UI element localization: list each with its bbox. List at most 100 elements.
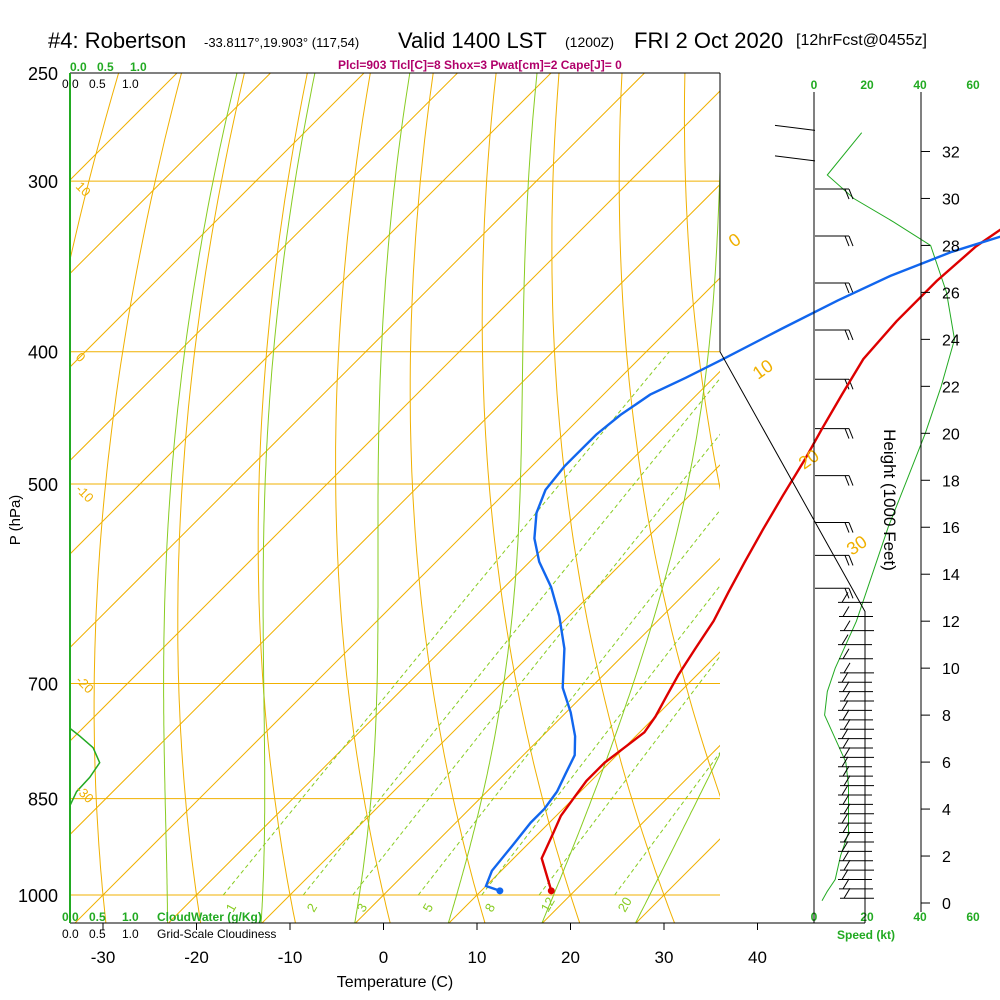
mixing-ratio-line [352,433,720,896]
temperature-tick-label: 10 [468,948,487,967]
height-tick-label: 12 [942,614,960,631]
temperature-tick-label: 20 [561,948,580,967]
wind-barb [838,634,872,646]
cloudwater-top-tick: 1.0 [130,60,147,74]
speed-bottom-tick: 40 [913,910,927,924]
height-tick-label: 20 [942,426,960,443]
speed-top-tick: 40 [913,78,927,92]
height-tick-label: 22 [942,379,960,396]
wind-barb [839,765,873,777]
wind-barb [840,747,874,758]
wind-barb-flag [842,648,850,660]
wind-barb-flag [843,747,851,758]
height-tick-label: 32 [942,144,960,161]
cloudiness-top-tick: 0.5 [89,77,106,91]
wind-barb-flag [848,475,854,486]
cloudiness-bottom-tick: 1.0 [122,927,139,941]
wind-barb [840,662,874,674]
isotherm-line [70,73,272,275]
wind-barb-flag [843,662,851,674]
mixing-ratio-label: 2 [304,901,321,915]
wind-barb [840,888,874,899]
wind-barb [815,475,854,486]
moist-adiabat-line [163,73,238,923]
isotherm-line [448,651,720,923]
moist-adiabat-line [260,73,316,923]
mixing-ratio-label: 5 [420,901,437,915]
isotherm-label: -10 [73,482,97,506]
isotherm-line [70,73,459,462]
dry-adiabat-line [335,73,391,923]
wind-barb-flag [848,282,854,294]
pressure-tick-label: 300 [28,172,58,192]
dry-adiabat-line [409,73,486,923]
chart-header: #4: Robertson -33.8117°,19.903° (117,54)… [0,28,1000,62]
wind-barb-flag [844,188,850,200]
moist-adiabat-line [354,73,411,923]
pressure-tick-label: 500 [28,475,58,495]
temperature-tick-label: 30 [655,948,674,967]
moist-adiabat-line [447,73,538,923]
wind-barb-flag [842,606,850,617]
wind-barb [839,648,873,660]
wind-barb-flag [844,428,850,439]
wind-barb [838,812,872,824]
wind-barb [815,235,854,247]
isotherm-line [70,73,646,649]
wind-barb-flag [843,690,851,702]
wind-barb [840,859,874,871]
wind-barb [840,620,874,632]
wind-barb-flag [843,859,851,871]
dry-adiabat-line [93,73,183,923]
isotherm-line [167,370,720,923]
wind-barb [839,681,873,693]
wind-barb-flag [841,671,849,683]
wind-barb-flag [841,634,849,645]
cloudiness-top-tick: 1.0 [122,77,139,91]
station-coords: -33.8117°,19.903° (117,54) [204,35,360,50]
wind-barb-flag [844,475,850,486]
mixing-ratio-label: 8 [482,901,499,915]
pressure-axis-label: P (hPa) [7,495,24,546]
wind-barb [840,718,874,730]
wind-barb-flag [848,555,854,566]
cloudiness-bottom-tick: 0.5 [89,927,106,941]
wind-barb-flag [848,188,854,200]
height-tick-label: 10 [942,661,960,678]
wind-barb [815,522,854,533]
temperature-tick-label: 40 [748,948,767,967]
dry-adiabat-line [177,73,245,923]
surface-dewpoint-marker [496,887,504,895]
cloudwater-bottom-tick: 1.0 [122,910,139,924]
station-title: #4: Robertson [48,28,187,53]
wind-barb [815,428,854,439]
isotherm-line [70,183,720,836]
pressure-tick-label: 400 [28,343,58,363]
temperature-profile [540,228,1000,892]
mixing-ratio-label: 12 [538,894,558,914]
wind-barb-flag [841,784,849,796]
wind-barb-flag [843,831,851,843]
height-tick-label: 14 [942,567,960,584]
wind-barb-flag [841,700,849,711]
wind-barb-staff [774,124,816,131]
isotherm-line [74,277,720,923]
wind-barb-flag [841,756,849,768]
wind-barb [839,606,873,617]
dry-adiabat-line [551,73,676,923]
height-tick-label: 8 [942,708,951,725]
dry-adiabat-line [809,0,1000,924]
isotherm-line [70,90,720,742]
dry-adiabat-label: 0 [725,229,745,251]
forecast-info: [12hrFcst@0455z] [796,32,927,49]
pressure-tick-label: 250 [28,64,58,84]
dry-adiabat-line [618,73,720,798]
zulu-time: (1200Z) [565,34,615,50]
pressure-tick-label: 850 [28,790,58,810]
mixing-ratio-line [614,751,720,896]
speed-top-tick: 0 [811,78,818,92]
height-tick-label: 28 [942,238,960,255]
height-tick-label: 30 [942,191,960,208]
wind-barb [815,554,854,566]
wind-barb-flag [842,850,850,861]
